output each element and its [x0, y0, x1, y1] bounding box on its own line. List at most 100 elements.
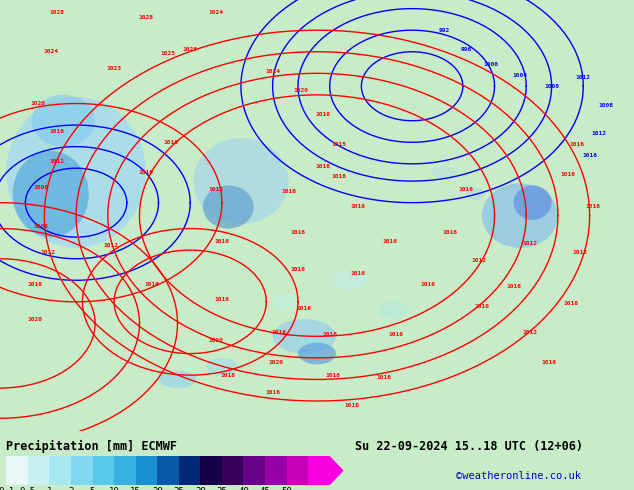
- Ellipse shape: [158, 371, 197, 388]
- Text: 50: 50: [281, 487, 292, 490]
- Text: 1012: 1012: [522, 329, 537, 335]
- Bar: [287, 456, 308, 485]
- Text: 1016: 1016: [420, 282, 436, 287]
- Text: 0.1: 0.1: [0, 487, 15, 490]
- Ellipse shape: [273, 294, 298, 309]
- Text: 1028: 1028: [49, 10, 65, 16]
- Text: 1020: 1020: [208, 338, 223, 343]
- Text: 1012: 1012: [471, 258, 486, 264]
- Text: ©weatheronline.co.uk: ©weatheronline.co.uk: [456, 471, 581, 481]
- Bar: [136, 456, 157, 485]
- Ellipse shape: [330, 271, 368, 289]
- Text: 20: 20: [152, 487, 162, 490]
- Text: 1000: 1000: [484, 62, 499, 67]
- Text: 30: 30: [195, 487, 205, 490]
- Text: 5: 5: [90, 487, 95, 490]
- Bar: [114, 456, 136, 485]
- Text: 1020: 1020: [268, 360, 283, 365]
- Bar: [6, 456, 28, 485]
- Bar: [179, 456, 200, 485]
- Text: 1008: 1008: [544, 84, 559, 89]
- Ellipse shape: [298, 343, 336, 365]
- Text: 1008: 1008: [34, 185, 49, 190]
- Text: 1016: 1016: [344, 403, 359, 408]
- Bar: [265, 456, 287, 485]
- Text: 1016: 1016: [316, 164, 331, 169]
- Bar: [28, 456, 49, 485]
- Bar: [49, 456, 71, 485]
- Text: 1016: 1016: [563, 301, 578, 307]
- Text: 1016: 1016: [325, 372, 340, 378]
- Text: 1016: 1016: [281, 189, 296, 195]
- Text: 1016: 1016: [49, 129, 65, 134]
- Text: 1016: 1016: [221, 372, 236, 378]
- Polygon shape: [0, 0, 634, 431]
- Text: 15: 15: [131, 487, 141, 490]
- Ellipse shape: [482, 183, 558, 248]
- Text: 40: 40: [238, 487, 249, 490]
- Ellipse shape: [13, 151, 89, 237]
- Bar: [243, 456, 265, 485]
- Text: 1016: 1016: [541, 360, 556, 365]
- Text: 1016: 1016: [506, 284, 521, 289]
- Text: 1012: 1012: [576, 75, 591, 80]
- Text: 25: 25: [174, 487, 184, 490]
- Polygon shape: [330, 456, 344, 485]
- Text: 1016: 1016: [265, 390, 280, 395]
- Ellipse shape: [377, 302, 409, 319]
- Text: 1016: 1016: [290, 267, 306, 272]
- Text: 1016: 1016: [376, 375, 391, 380]
- Text: 1024: 1024: [43, 49, 58, 54]
- Bar: [200, 456, 222, 485]
- Text: 1016: 1016: [214, 297, 230, 302]
- Text: 1012: 1012: [592, 131, 607, 136]
- Ellipse shape: [466, 188, 485, 200]
- Text: 1020: 1020: [294, 88, 309, 93]
- Text: 1025: 1025: [160, 51, 176, 56]
- Ellipse shape: [273, 319, 336, 354]
- Text: 1: 1: [47, 487, 52, 490]
- Text: 10: 10: [109, 487, 119, 490]
- Text: 1020: 1020: [30, 101, 46, 106]
- Text: 1016: 1016: [322, 332, 337, 337]
- Text: 1028: 1028: [138, 15, 153, 20]
- Text: 1016: 1016: [164, 140, 179, 145]
- Text: 992: 992: [438, 27, 450, 33]
- Text: 1023: 1023: [107, 67, 122, 72]
- Text: 1012: 1012: [40, 250, 55, 255]
- Text: 1016: 1016: [332, 174, 347, 179]
- Text: 1004: 1004: [512, 73, 527, 78]
- Text: 1016: 1016: [351, 271, 366, 276]
- Text: 1016: 1016: [316, 112, 331, 117]
- Text: 1012: 1012: [573, 250, 588, 255]
- Bar: [308, 456, 330, 485]
- Text: 1012: 1012: [522, 241, 537, 246]
- Text: 1016: 1016: [560, 172, 575, 177]
- Ellipse shape: [193, 138, 288, 224]
- Text: 1016: 1016: [582, 153, 597, 158]
- Text: 1008: 1008: [598, 103, 613, 108]
- Ellipse shape: [514, 185, 552, 220]
- Text: 1016: 1016: [351, 204, 366, 210]
- Text: Su 22-09-2024 15..18 UTC (12+06): Su 22-09-2024 15..18 UTC (12+06): [355, 440, 583, 453]
- Bar: [71, 456, 93, 485]
- Text: 1016: 1016: [27, 282, 42, 287]
- Text: 1016: 1016: [271, 329, 287, 335]
- Bar: [222, 456, 243, 485]
- Text: 1016: 1016: [389, 332, 404, 337]
- Text: 1016: 1016: [214, 239, 230, 244]
- Ellipse shape: [431, 166, 456, 179]
- Text: 1016: 1016: [585, 204, 600, 210]
- Text: 1016: 1016: [443, 230, 458, 235]
- Text: 1024: 1024: [208, 10, 223, 16]
- Text: 1012: 1012: [103, 243, 119, 248]
- Text: 35: 35: [217, 487, 227, 490]
- Text: 1024: 1024: [265, 69, 280, 74]
- Text: 1016: 1016: [297, 306, 312, 311]
- Text: 1016: 1016: [474, 304, 489, 309]
- Text: 2: 2: [68, 487, 74, 490]
- Text: 0.5: 0.5: [20, 487, 36, 490]
- Text: Precipitation [mm] ECMWF: Precipitation [mm] ECMWF: [6, 440, 178, 453]
- Ellipse shape: [203, 185, 254, 228]
- Text: 1012: 1012: [208, 187, 223, 192]
